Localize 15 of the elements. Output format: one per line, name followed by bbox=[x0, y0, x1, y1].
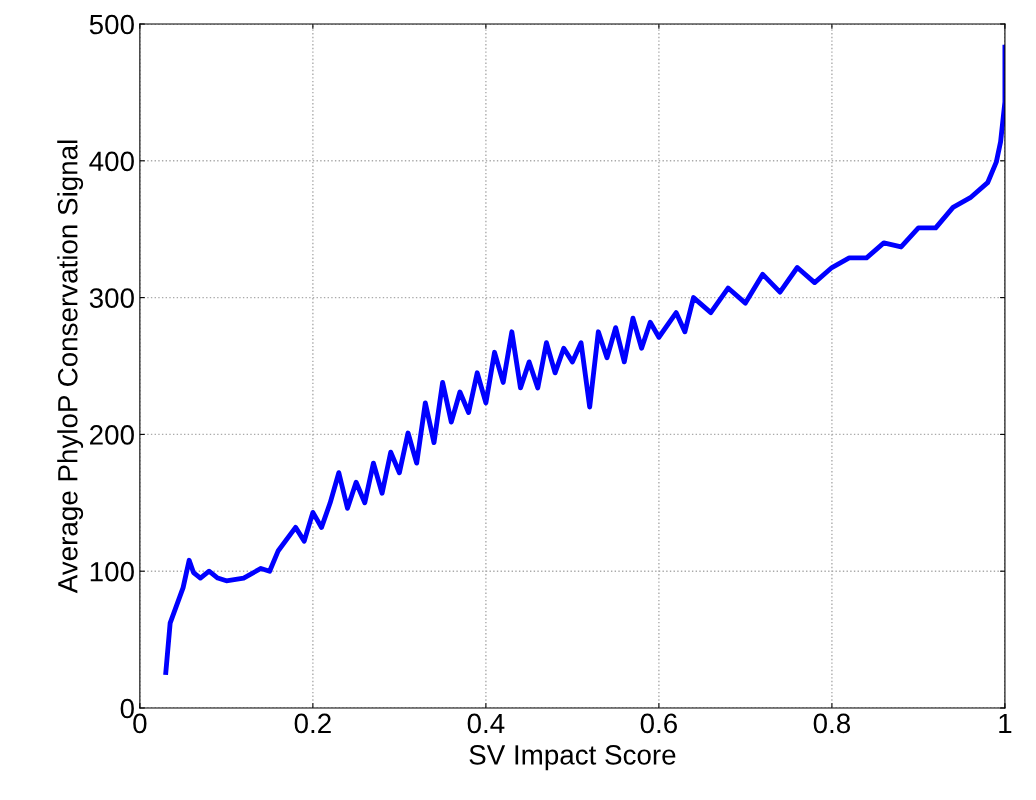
y-tick-label: 500 bbox=[89, 14, 134, 35]
y-tick-label: 400 bbox=[89, 151, 134, 172]
y-axis-title: Average PhyloP Conservation Signal bbox=[57, 140, 84, 594]
line-series bbox=[163, 44, 1005, 675]
x-tick-label: 1 bbox=[999, 713, 1012, 733]
y-tick-label: 300 bbox=[89, 288, 134, 308]
y-tick-label: 100 bbox=[90, 561, 134, 582]
x-tick-label: 0.2 bbox=[294, 713, 331, 734]
x-tick-label: 0.6 bbox=[640, 713, 677, 734]
x-tick-label: 0 bbox=[133, 713, 147, 734]
x-tick-label: 0.8 bbox=[813, 713, 851, 734]
y-tick-label: 0 bbox=[120, 698, 134, 719]
x-tick-label: 0.4 bbox=[467, 713, 505, 734]
y-tick-label: 200 bbox=[90, 425, 134, 445]
x-axis-title: SV Impact Score bbox=[469, 745, 676, 771]
